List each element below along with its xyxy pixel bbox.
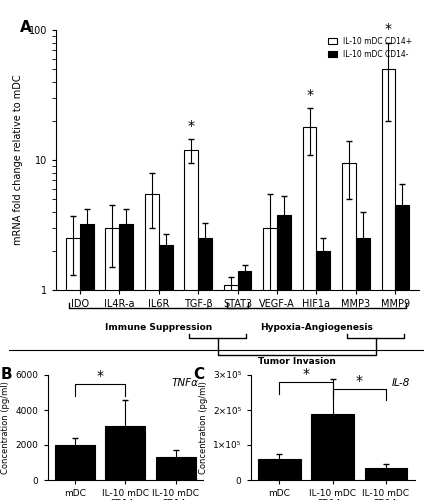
Bar <box>54 445 95 480</box>
Text: *: * <box>188 118 195 132</box>
Bar <box>381 69 395 500</box>
Text: *: * <box>302 368 309 382</box>
Bar <box>105 426 146 480</box>
Bar <box>356 238 370 500</box>
Bar <box>119 224 133 500</box>
Y-axis label: Concentration (pg/ml): Concentration (pg/ml) <box>199 381 208 474</box>
Text: *: * <box>96 369 104 383</box>
Bar <box>156 457 196 480</box>
Bar <box>263 228 277 500</box>
Bar <box>145 194 159 500</box>
Bar <box>66 238 80 500</box>
Bar <box>184 150 198 500</box>
Bar <box>365 468 407 480</box>
Bar <box>395 205 409 500</box>
Bar <box>258 459 301 480</box>
Text: *: * <box>356 374 363 388</box>
Bar <box>303 127 317 500</box>
Bar <box>159 246 172 500</box>
Text: Tumor Invasion: Tumor Invasion <box>258 356 336 366</box>
Text: *: * <box>306 88 313 102</box>
Y-axis label: mRNA fold change relative to mDC: mRNA fold change relative to mDC <box>13 74 23 245</box>
Text: A: A <box>20 20 32 34</box>
Bar <box>317 251 330 500</box>
Bar <box>198 238 212 500</box>
Text: Immune Suppression: Immune Suppression <box>105 323 213 332</box>
Bar <box>311 414 354 480</box>
Bar <box>224 284 238 500</box>
Bar <box>238 271 251 500</box>
Text: C: C <box>193 366 204 382</box>
Text: *: * <box>385 22 392 36</box>
Bar <box>105 228 119 500</box>
Text: TNFα: TNFα <box>172 378 198 388</box>
Legend: IL-10 mDC CD14+, IL-10 mDC CD14-: IL-10 mDC CD14+, IL-10 mDC CD14- <box>325 34 415 62</box>
Text: IL-8: IL-8 <box>391 378 410 388</box>
Y-axis label: Concentration (pg/ml): Concentration (pg/ml) <box>1 381 10 474</box>
Bar <box>80 224 94 500</box>
Bar <box>342 163 356 500</box>
Text: B: B <box>1 366 13 382</box>
Text: Hypoxia-Angiogenesis: Hypoxia-Angiogenesis <box>260 323 373 332</box>
Bar <box>277 214 291 500</box>
